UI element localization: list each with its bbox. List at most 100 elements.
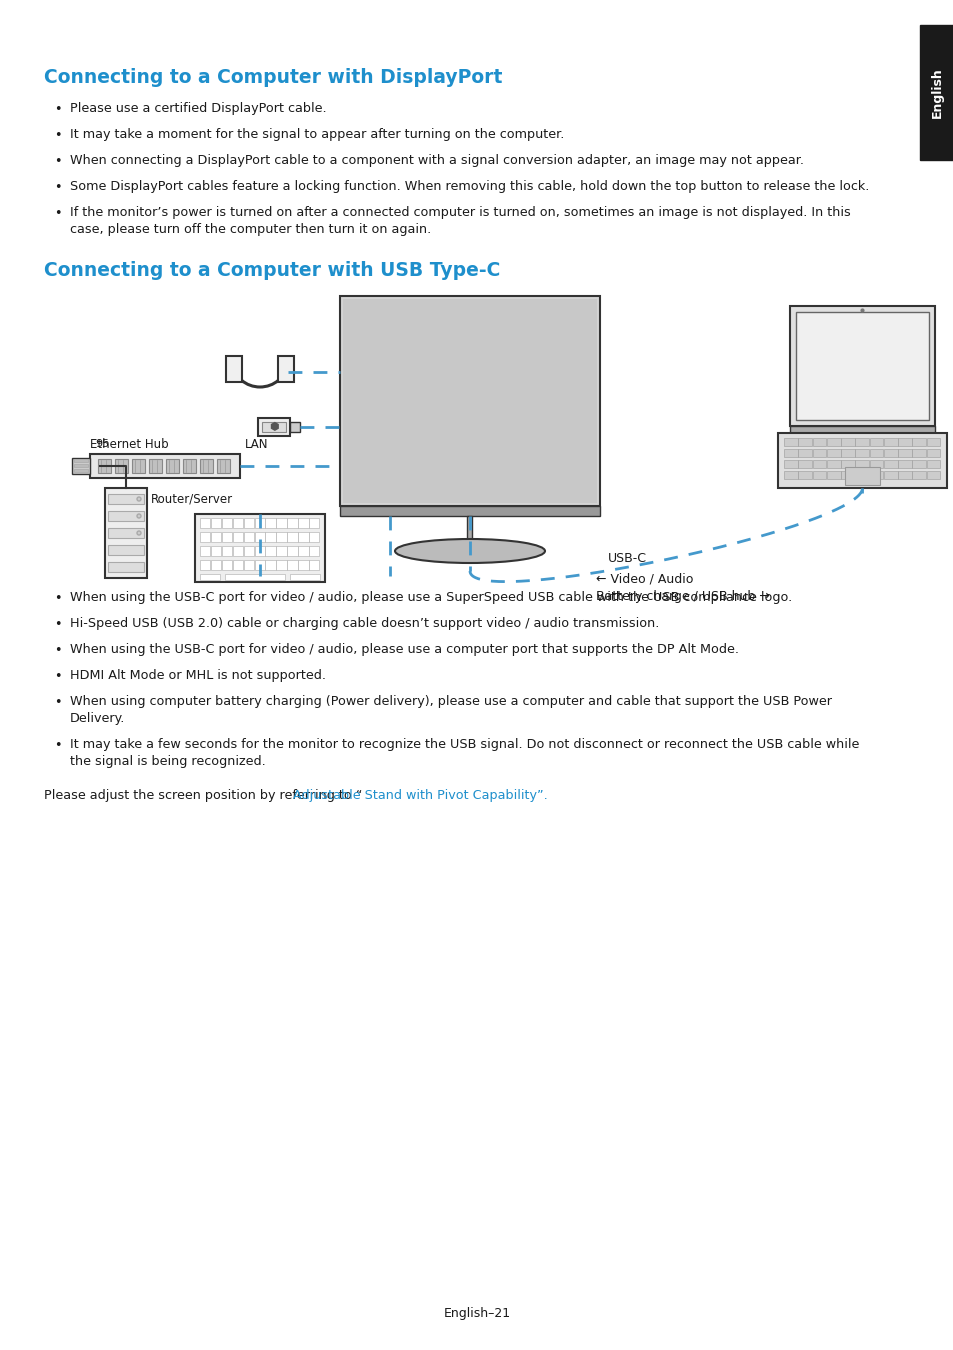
Text: Connecting to a Computer with DisplayPort: Connecting to a Computer with DisplayPor… [44, 68, 502, 86]
Bar [211, 560, 221, 570]
Bar [233, 532, 243, 541]
Bar [105, 487, 147, 578]
Bar [226, 356, 242, 382]
Bar [869, 437, 882, 446]
Bar [826, 450, 840, 458]
Bar [211, 518, 221, 528]
Bar [211, 532, 221, 541]
Bar [166, 459, 179, 472]
Text: USB-C: USB-C [607, 552, 646, 566]
Bar [778, 433, 946, 487]
Bar [897, 450, 911, 458]
Bar [841, 460, 854, 468]
Bar [883, 450, 897, 458]
Bar [222, 560, 232, 570]
Bar [222, 518, 232, 528]
Bar [826, 460, 840, 468]
Text: It may take a moment for the signal to appear after turning on the computer.: It may take a moment for the signal to a… [70, 128, 564, 140]
Bar [254, 532, 265, 541]
Bar [812, 450, 825, 458]
Text: Some DisplayPort cables feature a locking function. When removing this cable, ho: Some DisplayPort cables feature a lockin… [70, 180, 868, 193]
Text: ← Video / Audio: ← Video / Audio [596, 572, 693, 585]
Text: When connecting a DisplayPort cable to a component with a signal conversion adap: When connecting a DisplayPort cable to a… [70, 154, 803, 167]
Bar [243, 518, 253, 528]
Bar [812, 471, 825, 479]
Text: •: • [54, 207, 61, 220]
Bar [200, 459, 213, 472]
Bar [789, 306, 934, 427]
Bar [855, 437, 868, 446]
Bar [257, 418, 290, 436]
Bar [211, 545, 221, 556]
Bar [222, 545, 232, 556]
Bar [783, 460, 797, 468]
Bar [287, 518, 297, 528]
Bar [108, 512, 144, 521]
Bar [883, 471, 897, 479]
Bar [467, 516, 472, 551]
Bar [869, 460, 882, 468]
Text: English: English [929, 68, 943, 117]
Bar [265, 560, 275, 570]
Text: HDMI Alt Mode or MHL is not supported.: HDMI Alt Mode or MHL is not supported. [70, 670, 326, 682]
Bar [783, 437, 797, 446]
Ellipse shape [137, 514, 141, 518]
Bar [222, 532, 232, 541]
Bar [74, 459, 88, 462]
Bar [108, 562, 144, 572]
Bar [200, 518, 211, 528]
Text: It may take a few seconds for the monitor to recognize the USB signal. Do not di: It may take a few seconds for the monito… [70, 738, 859, 751]
Text: •: • [54, 644, 61, 657]
Bar [855, 450, 868, 458]
Text: When using the USB-C port for video / audio, please use a SuperSpeed USB cable w: When using the USB-C port for video / au… [70, 591, 791, 603]
Bar [925, 450, 940, 458]
Bar [225, 574, 285, 580]
Text: If the monitor’s power is turned on after a connected computer is turned on, som: If the monitor’s power is turned on afte… [70, 207, 850, 219]
Text: When using the USB-C port for video / audio, please use a computer port that sup: When using the USB-C port for video / au… [70, 643, 739, 656]
Text: •: • [54, 697, 61, 709]
Bar [897, 471, 911, 479]
Text: Hi-Speed USB (USB 2.0) cable or charging cable doesn’t support video / audio tra: Hi-Speed USB (USB 2.0) cable or charging… [70, 617, 659, 630]
Bar [855, 471, 868, 479]
Text: Router/Server: Router/Server [151, 491, 233, 505]
Bar [287, 532, 297, 541]
Bar [925, 471, 940, 479]
Bar [343, 298, 597, 504]
Bar [798, 460, 811, 468]
Bar [290, 423, 299, 432]
Bar [869, 450, 882, 458]
Text: case, please turn off the computer then turn it on again.: case, please turn off the computer then … [70, 223, 431, 236]
Text: •: • [54, 130, 61, 142]
Bar [233, 545, 243, 556]
Bar [925, 437, 940, 446]
Bar [826, 471, 840, 479]
Bar [265, 518, 275, 528]
Bar [919, 26, 953, 161]
Bar [925, 460, 940, 468]
Ellipse shape [137, 497, 141, 501]
Bar [789, 427, 934, 433]
Bar [287, 545, 297, 556]
Bar [149, 459, 162, 472]
Bar [254, 545, 265, 556]
Bar [108, 528, 144, 539]
Bar [287, 560, 297, 570]
Text: •: • [54, 670, 61, 683]
Bar [783, 450, 797, 458]
Bar [216, 459, 230, 472]
Bar [798, 450, 811, 458]
Text: Battery charge / USB hub →: Battery charge / USB hub → [596, 590, 769, 603]
Ellipse shape [395, 539, 544, 563]
Bar [798, 437, 811, 446]
Bar [911, 437, 925, 446]
Bar [309, 545, 319, 556]
Bar [254, 560, 265, 570]
Bar [911, 450, 925, 458]
Bar [265, 545, 275, 556]
Text: Adjustable Stand with Pivot Capability”.: Adjustable Stand with Pivot Capability”. [293, 788, 547, 802]
Bar [298, 518, 308, 528]
Text: LAN: LAN [245, 437, 268, 451]
Text: Ethernet Hub: Ethernet Hub [90, 437, 169, 451]
Bar [262, 423, 286, 432]
Bar [298, 545, 308, 556]
